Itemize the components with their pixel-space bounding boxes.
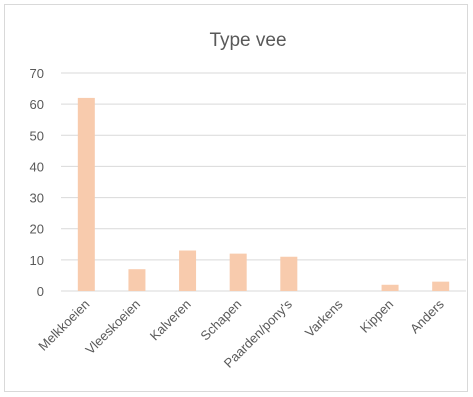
x-tick-label: Kalveren [147, 297, 194, 344]
x-tick-label: Schapen [197, 297, 244, 344]
y-tick-label: 60 [30, 97, 44, 112]
y-tick-label: 0 [37, 284, 44, 299]
y-tick-label: 70 [30, 66, 44, 81]
y-tick-label: 30 [30, 191, 44, 206]
y-tick-label: 20 [30, 222, 44, 237]
y-tick-label: 40 [30, 159, 44, 174]
gridlines [61, 72, 466, 292]
bar [128, 269, 146, 291]
y-tick-label: 50 [30, 128, 44, 143]
y-axis-ticks: 0 10 20 30 40 50 60 70 [30, 66, 44, 299]
x-tick-label: Anders [407, 296, 447, 336]
x-tick-label: Kippen [357, 297, 396, 336]
x-tick-label: Varkens [302, 296, 346, 340]
y-tick-label: 10 [30, 253, 44, 268]
bar [280, 256, 298, 291]
chart-title: Type vee [209, 30, 286, 51]
bar [229, 253, 247, 291]
bar [179, 250, 197, 291]
bar [432, 281, 450, 291]
bar [77, 97, 95, 292]
bar [381, 284, 399, 291]
x-tick-label: Vleeskoeien [82, 297, 143, 358]
bars [77, 97, 450, 292]
